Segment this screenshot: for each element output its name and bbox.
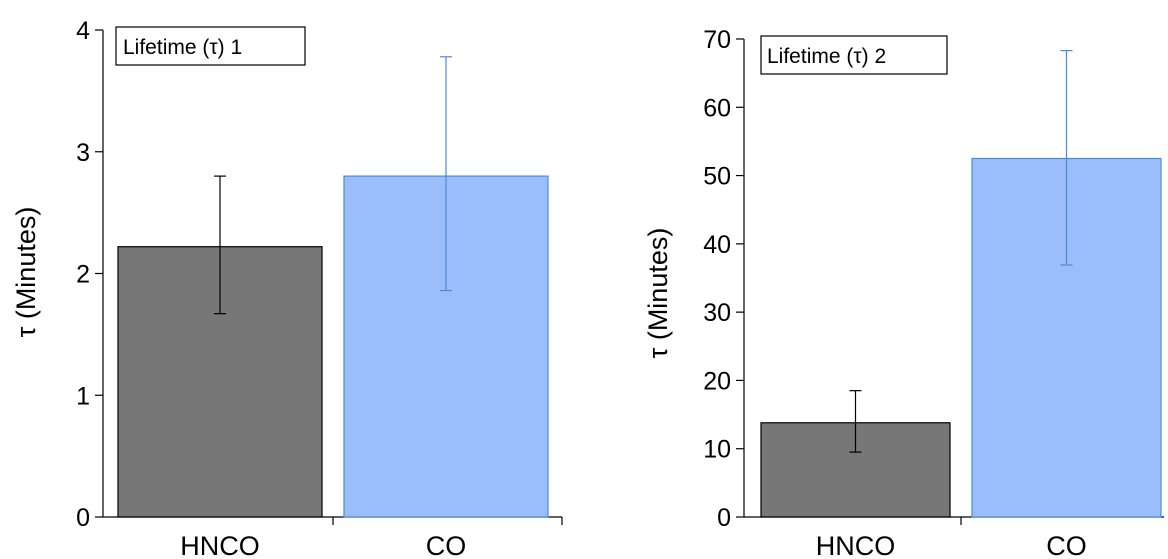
legend-box: Lifetime (τ) 2 xyxy=(760,35,948,75)
bars xyxy=(760,50,1162,518)
y-tick-label: 70 xyxy=(703,26,731,54)
lifetime-1-chart: τ (Minutes) 0 1 2 3 4 HNCO CO Lifetime (τ) 1 xyxy=(11,17,563,559)
legend-label: Lifetime (τ) 2 xyxy=(767,45,886,68)
y-tick-label: 20 xyxy=(703,367,731,395)
y-tick-label: 50 xyxy=(703,163,731,191)
lifetime-2-chart: τ (Minutes) 0 10 20 30 40 50 60 70 HNCO CO Lifet… xyxy=(643,26,1164,559)
error-bar-hnco xyxy=(849,390,862,453)
y-ticks: 0 10 20 30 40 50 60 70 xyxy=(703,26,962,532)
y-tick-label: 1 xyxy=(76,382,90,410)
bars xyxy=(117,56,549,518)
category-label-co: CO xyxy=(1046,531,1087,559)
y-tick-label: 4 xyxy=(76,17,90,45)
y-tick-label: 10 xyxy=(703,436,731,464)
y-axis-title: τ (Minutes) xyxy=(643,228,673,359)
y-tick-label: 40 xyxy=(703,231,731,259)
y-tick-label: 0 xyxy=(717,504,731,532)
category-label-hnco: HNCO xyxy=(180,531,260,559)
category-label-co: CO xyxy=(426,531,467,559)
y-tick-label: 30 xyxy=(703,299,731,327)
category-labels: HNCO CO xyxy=(816,531,1087,559)
y-tick-label: 2 xyxy=(76,261,90,289)
y-tick-label: 3 xyxy=(76,139,90,167)
error-bar-hnco xyxy=(214,175,226,315)
legend-label: Lifetime (τ) 1 xyxy=(123,36,242,59)
y-tick-label: 60 xyxy=(703,94,731,122)
y-tick-label: 0 xyxy=(76,504,90,532)
category-labels: HNCO CO xyxy=(180,531,466,559)
legend-box: Lifetime (τ) 1 xyxy=(115,26,306,66)
error-bar-co xyxy=(1060,50,1073,266)
y-axis-title: τ (Minutes) xyxy=(11,207,41,338)
y-ticks: 0 1 2 3 4 xyxy=(76,17,563,532)
category-label-hnco: HNCO xyxy=(816,531,896,559)
error-bar-co xyxy=(440,56,452,292)
